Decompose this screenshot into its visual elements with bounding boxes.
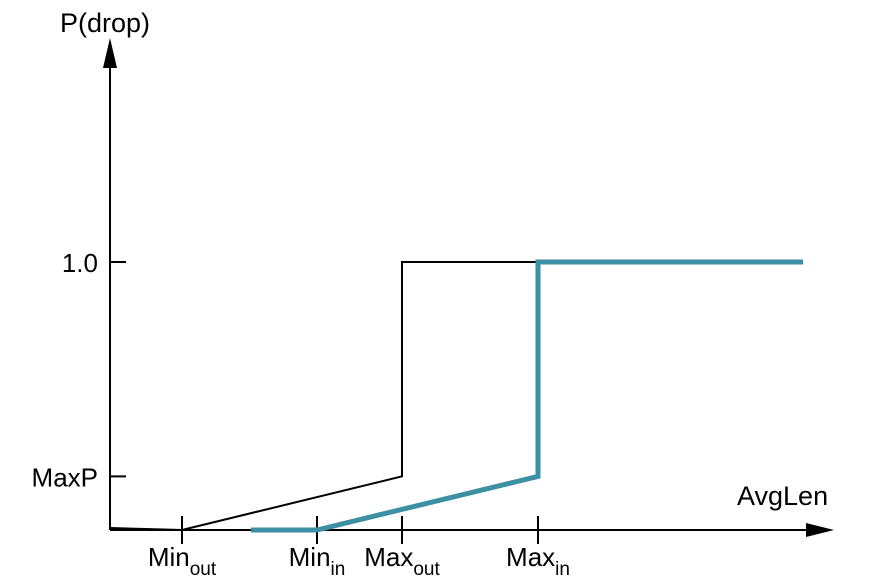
y-tick-label-maxp: MaxP — [32, 462, 98, 492]
y-tick-label-one: 1.0 — [62, 248, 98, 278]
series-line-in — [251, 259, 803, 533]
y-axis-title: P(drop) — [60, 8, 150, 38]
x-tick-label-min_out: Minout — [148, 542, 217, 580]
x-tick-label-min_in: Minin — [289, 542, 346, 580]
series-line-out — [109, 261, 803, 532]
x-axis-title: AvgLen — [737, 481, 828, 511]
y-axis-arrow — [103, 38, 117, 68]
x-tick-label-max_out: Maxout — [364, 542, 440, 580]
x-axis-arrow — [806, 523, 834, 537]
x-ticks: Minout Minin Maxout Maxin — [148, 516, 570, 580]
y-ticks: MaxP 1.0 — [32, 248, 126, 492]
series-layer — [109, 259, 803, 533]
x-tick-label-max_in: Maxin — [506, 542, 570, 580]
